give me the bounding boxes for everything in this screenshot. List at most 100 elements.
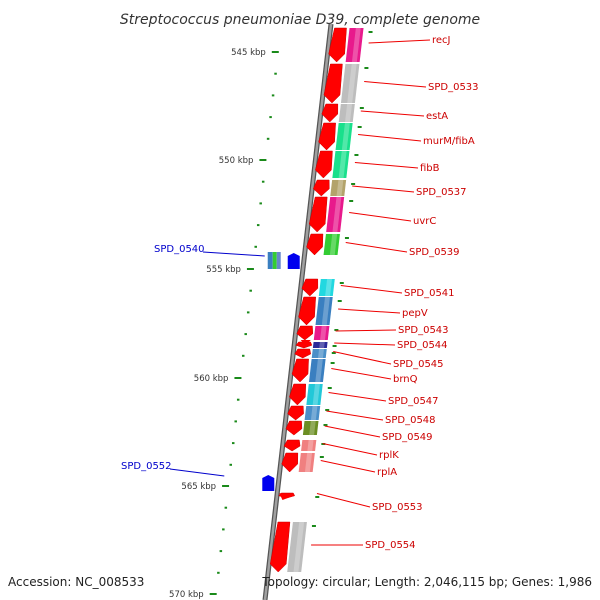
- scale-label: 565 kbp: [181, 482, 216, 492]
- cog-bar-highlight: [318, 349, 324, 358]
- cog-bar: [267, 252, 273, 269]
- cog-bar: [312, 342, 328, 348]
- gene-features: [262, 27, 364, 573]
- gene-leader-line: [340, 285, 403, 294]
- cog-bar-highlight: [336, 180, 344, 196]
- gene-leader-line: [358, 134, 422, 142]
- gene-arrow: [312, 179, 330, 197]
- cog-bar: [302, 421, 319, 435]
- genome-backbone: [262, 23, 334, 600]
- cog-bar-highlight: [293, 522, 305, 572]
- gene-arrow: [294, 348, 312, 359]
- gene-label: SPD_0544: [397, 340, 448, 351]
- cog-bar: [313, 326, 330, 340]
- scale-label: 550 kbp: [219, 156, 254, 166]
- gene-label: estA: [426, 111, 448, 122]
- cog-bar: [311, 349, 327, 358]
- gene-label: SPD_0553: [372, 502, 423, 513]
- gene-leader-line: [316, 493, 371, 508]
- gene-label: SPD_0548: [385, 415, 436, 426]
- gene-leader-line: [322, 443, 378, 456]
- cog-bar-highlight: [347, 64, 357, 103]
- gene-arrow: [321, 103, 339, 123]
- gene-leader-line: [331, 368, 392, 380]
- gene-leader-line: [368, 39, 431, 44]
- gene-leader-line: [335, 329, 397, 332]
- cog-bar: [318, 279, 335, 296]
- gene-leader-line: [334, 342, 396, 346]
- gene-arrow: [283, 439, 301, 452]
- gene-arrow: [279, 493, 294, 500]
- gene-arrow: [291, 358, 309, 383]
- gene-leader-line: [333, 351, 392, 365]
- gene-label: recJ: [432, 35, 451, 46]
- gene-label: SPD_0554: [365, 540, 416, 551]
- gene-label: SPD_0541: [404, 288, 455, 299]
- gene-leader-line: [202, 251, 265, 257]
- gene-leader-line: [328, 392, 387, 402]
- scale-label: 545 kbp: [231, 48, 266, 58]
- gene-arrow: [285, 420, 303, 436]
- gene-leader-line: [324, 425, 381, 438]
- reverse-gene-arrow: [262, 475, 275, 491]
- gene-arrow: [306, 233, 324, 256]
- gene-leader-line: [352, 185, 415, 193]
- gene-label: SPD_0552: [121, 461, 172, 472]
- gene-label: rplK: [379, 450, 399, 461]
- cog-bar: [323, 234, 340, 255]
- cog-bar-highlight: [325, 279, 332, 296]
- cog-bar: [340, 64, 360, 103]
- scale-ticks: [209, 31, 373, 595]
- gene-leader-line: [349, 212, 412, 222]
- gene-arrow: [289, 383, 307, 406]
- gene-arrow: [308, 196, 328, 233]
- scale-label: 560 kbp: [194, 374, 229, 384]
- gene-arrow: [287, 405, 304, 421]
- cog-bar: [298, 453, 315, 472]
- gene-label: SPD_0533: [428, 82, 479, 93]
- gene-leader-line: [338, 308, 401, 314]
- gene-label: uvrC: [413, 216, 436, 227]
- cog-bar: [315, 297, 333, 325]
- accession-text: Accession: NC_008533: [8, 575, 144, 589]
- gene-arrow: [301, 278, 319, 297]
- cog-bar-highlight: [329, 234, 338, 255]
- gene-label: fibB: [420, 163, 440, 174]
- gene-arrow: [269, 521, 291, 573]
- gene-arrow: [300, 340, 311, 346]
- cog-bar: [272, 252, 277, 269]
- scale-label: 570 kbp: [169, 590, 204, 600]
- gene-label: SPD_0545: [393, 359, 444, 370]
- gene-label: SPD_0539: [409, 247, 460, 258]
- gene-label: murM/fibA: [423, 136, 475, 147]
- gene-label: SPD_0547: [388, 396, 439, 407]
- cog-bar: [276, 252, 281, 269]
- cog-bar-highlight: [341, 123, 350, 150]
- gene-label: rplA: [377, 467, 397, 478]
- cog-bar: [335, 123, 353, 150]
- cog-bar-highlight: [312, 384, 320, 405]
- cog-bar: [332, 151, 350, 178]
- cog-bar-highlight: [304, 453, 313, 472]
- cog-bar: [338, 104, 355, 122]
- gene-label: SPD_0549: [382, 432, 433, 443]
- cog-bar-highlight: [321, 297, 330, 325]
- gene-label: SPD_0537: [416, 187, 467, 198]
- gene-label: SPD_0540: [154, 244, 205, 255]
- gene-leader-line: [169, 468, 225, 477]
- cog-bar: [287, 522, 307, 572]
- gene-leader-line: [320, 460, 376, 473]
- cog-bar-highlight: [332, 197, 342, 232]
- gene-label: SPD_0543: [398, 325, 449, 336]
- cog-bar: [306, 384, 323, 405]
- gene-arrow: [323, 63, 343, 104]
- cog-bar-highlight: [319, 342, 325, 348]
- scale-label: 555 kbp: [206, 265, 241, 275]
- genome-summary-text: Topology: circular; Length: 2,046,115 bp…: [261, 575, 592, 589]
- cog-bar: [301, 440, 317, 451]
- gene-labels: recJ SPD_0533 estA murM/fibA fibB SPD_0537uvr…: [121, 35, 479, 551]
- gene-arrow: [298, 296, 316, 326]
- cog-bar-highlight: [320, 326, 327, 340]
- gene-label: pepV: [402, 308, 428, 319]
- cog-bar: [304, 406, 321, 420]
